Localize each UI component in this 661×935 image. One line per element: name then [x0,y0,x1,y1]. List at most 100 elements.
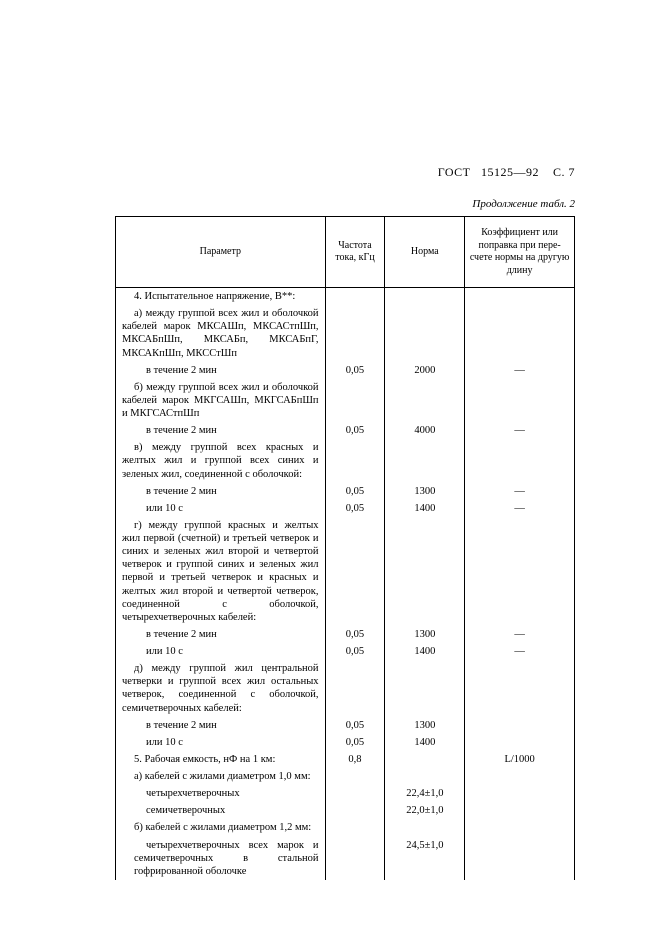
gost-number: 15125—92 [481,165,539,179]
cell-freq: 0,05 [325,500,385,517]
table-row: в течение 2 мин0,054000— [116,422,575,439]
cell-freq: 0,05 [325,626,385,643]
cell-coef: — [465,626,575,643]
cell-param: в течение 2 мин [116,362,326,379]
cell-coef [465,517,575,626]
cell-norm [385,439,465,482]
table-row: в) между группой всех красных и желтых ж… [116,439,575,482]
cell-param: семичетверочных [116,802,326,819]
cell-param: в течение 2 мин [116,422,326,439]
table-row: в течение 2 мин0,051300 [116,717,575,734]
cell-freq [325,660,385,717]
col-header-coef: Коэффициент или поправка при пере-счете … [465,217,575,288]
cell-param: б) между группой всех жил и оболочкой ка… [116,379,326,422]
table-row: а) между группой всех жил и оболочкой ка… [116,305,575,362]
cell-coef [465,717,575,734]
table-row: четырехчетверочных 22,4±1,0 [116,785,575,802]
cell-freq: 0,05 [325,362,385,379]
cell-freq [325,439,385,482]
table-row: четырехчетверочных всех марок и семичетв… [116,837,575,880]
cell-param: а) кабелей с жилами диаметром 1,0 мм: [116,768,326,785]
table-row: а) кабелей с жилами диаметром 1,0 мм: [116,768,575,785]
cell-param: или 10 с [116,500,326,517]
cell-coef [465,439,575,482]
cell-coef [465,785,575,802]
cell-norm [385,517,465,626]
cell-coef: L/1000 [465,751,575,768]
cell-freq [325,379,385,422]
cell-param: в течение 2 мин [116,717,326,734]
cell-coef [465,837,575,880]
table-row: 4. Испытательное напряжение, В**: [116,288,575,306]
cell-param: д) между группой жил центральной четверк… [116,660,326,717]
cell-param: в течение 2 мин [116,626,326,643]
cell-norm [385,751,465,768]
cell-param: четырехчетверочных всех марок и семичетв… [116,837,326,880]
cell-coef: — [465,362,575,379]
table-row: в течение 2 мин0,051300— [116,626,575,643]
cell-coef: — [465,643,575,660]
spec-table: Параметр Частота тока, кГц Норма Коэффиц… [115,216,575,880]
table-row: или 10 с0,051400— [116,500,575,517]
cell-coef: — [465,422,575,439]
doc-header: ГОСТ 15125—92 С. 7 [115,165,575,180]
cell-param: четырехчетверочных [116,785,326,802]
table-row: б) между группой всех жил и оболочкой ка… [116,379,575,422]
cell-freq [325,837,385,880]
table-row: д) между группой жил центральной четверк… [116,660,575,717]
cell-freq [325,819,385,836]
cell-freq: 0,05 [325,422,385,439]
cell-coef [465,288,575,306]
cell-freq: 0,05 [325,717,385,734]
table-caption: Продолжение табл. 2 [115,198,575,210]
cell-norm: 1300 [385,717,465,734]
cell-norm [385,305,465,362]
table-row: или 10 с0,051400— [116,643,575,660]
gost-label: ГОСТ [438,165,471,179]
cell-norm [385,819,465,836]
cell-norm: 2000 [385,362,465,379]
table-row: б) кабелей с жилами диаметром 1,2 мм: [116,819,575,836]
table-row: 5. Рабочая емкость, нФ на 1 км:0,8 L/1000 [116,751,575,768]
table-row: или 10 с0,051400 [116,734,575,751]
table-row: г) между группой красных и желтых жил пе… [116,517,575,626]
cell-param: или 10 с [116,734,326,751]
cell-param: б) кабелей с жилами диаметром 1,2 мм: [116,819,326,836]
cell-norm [385,660,465,717]
cell-coef [465,734,575,751]
cell-freq [325,517,385,626]
table-row: семичетверочных 22,0±1,0 [116,802,575,819]
cell-coef [465,768,575,785]
cell-norm: 4000 [385,422,465,439]
cell-freq: 0,8 [325,751,385,768]
cell-norm: 24,5±1,0 [385,837,465,880]
cell-coef: — [465,483,575,500]
col-header-norm: Норма [385,217,465,288]
cell-coef [465,305,575,362]
cell-norm: 1400 [385,734,465,751]
cell-freq: 0,05 [325,483,385,500]
cell-param: 5. Рабочая емкость, нФ на 1 км: [116,751,326,768]
cell-norm [385,768,465,785]
cell-param: г) между группой красных и желтых жил пе… [116,517,326,626]
cell-norm: 1400 [385,500,465,517]
page-content: ГОСТ 15125—92 С. 7 Продолжение табл. 2 П… [115,165,575,880]
cell-norm: 22,4±1,0 [385,785,465,802]
cell-coef [465,819,575,836]
cell-freq [325,802,385,819]
cell-norm [385,288,465,306]
table-body: 4. Испытательное напряжение, В**:а) межд… [116,288,575,880]
cell-norm: 22,0±1,0 [385,802,465,819]
page-number: С. 7 [553,165,575,179]
cell-param: 4. Испытательное напряжение, В**: [116,288,326,306]
cell-freq: 0,05 [325,734,385,751]
cell-norm: 1400 [385,643,465,660]
cell-freq: 0,05 [325,643,385,660]
cell-coef [465,802,575,819]
cell-coef: — [465,500,575,517]
table-header-row: Параметр Частота тока, кГц Норма Коэффиц… [116,217,575,288]
cell-norm: 1300 [385,626,465,643]
cell-coef [465,379,575,422]
table-row: в течение 2 мин0,052000— [116,362,575,379]
col-header-freq: Частота тока, кГц [325,217,385,288]
